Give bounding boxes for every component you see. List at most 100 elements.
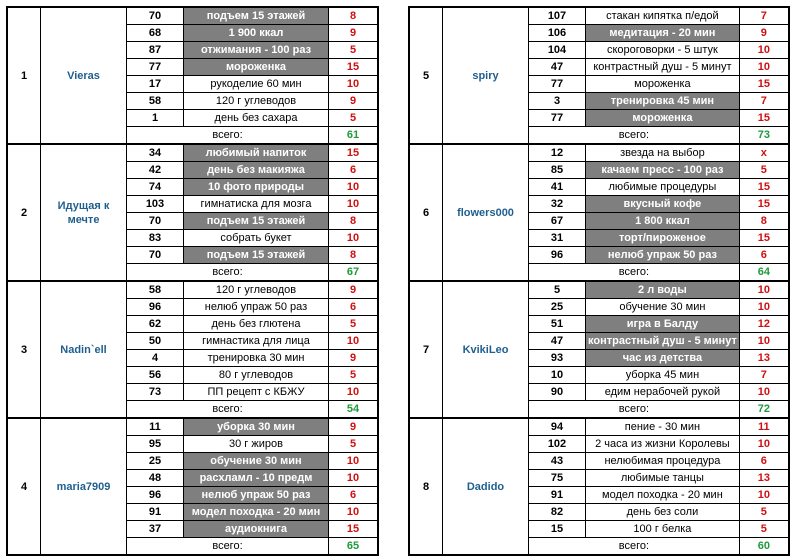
task-score: 10 bbox=[328, 452, 379, 470]
table-row: 82 день без соли 5 bbox=[409, 503, 790, 521]
task-name: день без макияжа bbox=[183, 161, 329, 179]
task-score: 5 bbox=[328, 435, 379, 453]
task-name: гимнастика для лица bbox=[183, 332, 329, 350]
participant-name: KvikiLeo bbox=[442, 280, 529, 419]
task-score: 15 bbox=[738, 229, 790, 247]
task-number: 3 bbox=[528, 92, 586, 110]
task-number: 102 bbox=[528, 435, 586, 453]
task-number: 11 bbox=[126, 417, 184, 436]
task-number: 75 bbox=[528, 469, 586, 487]
task-number: 93 bbox=[528, 349, 586, 367]
table-row: 90 едим нерабочей рукой 10 bbox=[409, 383, 790, 401]
task-name: расхламл - 10 предм bbox=[183, 469, 329, 487]
total-label: всего: bbox=[528, 126, 740, 145]
task-name: скороговорки - 5 штук bbox=[585, 41, 740, 59]
right-scores-table: 5 spiry 107 стакан кипятка п/едой 7 106 медита… bbox=[408, 6, 790, 556]
task-number: 43 bbox=[528, 452, 586, 470]
total-label: всего: bbox=[528, 400, 740, 419]
table-row: 37 аудиокнига 15 bbox=[7, 520, 379, 538]
task-name: звезда на выбор bbox=[585, 143, 740, 162]
participant-number: 3 bbox=[6, 280, 41, 419]
task-name: пение - 30 мин bbox=[585, 417, 740, 436]
task-score: 10 bbox=[738, 41, 790, 59]
total-score: 60 bbox=[738, 537, 790, 556]
task-number: 106 bbox=[528, 24, 586, 42]
task-number: 10 bbox=[528, 366, 586, 384]
table-row: 4 maria7909 11 уборка 30 мин 9 bbox=[6, 417, 379, 556]
task-score: 9 bbox=[328, 417, 379, 436]
task-number: 17 bbox=[126, 75, 184, 93]
task-number: 96 bbox=[126, 486, 184, 504]
table-row: 5 spiry 107 стакан кипятка п/едой 7 bbox=[408, 6, 790, 145]
task-name: уборка 45 мин bbox=[585, 366, 740, 384]
task-name: нелюб упраж 50 раз bbox=[183, 298, 329, 316]
total-score: 61 bbox=[328, 126, 379, 145]
task-score: 5 bbox=[738, 161, 790, 179]
total-label: всего: bbox=[126, 400, 329, 419]
task-number: 25 bbox=[126, 452, 184, 470]
task-name: гимнатиска для мозга bbox=[183, 195, 329, 213]
task-score: 10 bbox=[328, 503, 379, 521]
task-name: вкусный кофе bbox=[585, 195, 740, 213]
task-number: 73 bbox=[126, 383, 184, 401]
task-number: 70 bbox=[126, 6, 184, 25]
task-number: 58 bbox=[126, 280, 184, 299]
task-name: аудиокнига bbox=[183, 520, 329, 538]
task-score: 5 bbox=[328, 41, 379, 59]
task-name: медитация - 20 мин bbox=[585, 24, 740, 42]
task-score: 13 bbox=[738, 469, 790, 487]
participant-name: Nadin`ell bbox=[40, 280, 127, 419]
table-row: 103 гимнатиска для мозга 10 bbox=[7, 195, 379, 213]
participant-name: Dadido bbox=[442, 417, 529, 556]
task-number: 51 bbox=[528, 315, 586, 333]
table-row: 68 1 900 ккал 9 bbox=[7, 24, 379, 42]
table-row: 48 расхламл - 10 предм 10 bbox=[7, 469, 379, 487]
participant-number: 5 bbox=[408, 6, 443, 145]
table-row: 102 2 часа из жизни Королевы 10 bbox=[409, 435, 790, 453]
table-row: 96 нелюб упраж 50 раз 6 bbox=[409, 246, 790, 264]
task-score: 10 bbox=[738, 435, 790, 453]
table-row: 91 модел походка - 20 мин 10 bbox=[7, 503, 379, 521]
task-score: 7 bbox=[738, 366, 790, 384]
total-label: всего: bbox=[528, 537, 740, 556]
total-row: всего: 67 bbox=[7, 263, 379, 282]
table-row: 83 собрать букет 10 bbox=[7, 229, 379, 247]
task-score: 6 bbox=[328, 486, 379, 504]
task-number: 104 bbox=[528, 41, 586, 59]
task-name: 30 г жиров bbox=[183, 435, 329, 453]
table-row: 47 контрастный душ - 5 минут 10 bbox=[409, 58, 790, 76]
task-number: 12 bbox=[528, 143, 586, 162]
table-row: 1 Vieras 70 подъем 15 этажей 8 bbox=[6, 6, 379, 145]
total-score: 64 bbox=[738, 263, 790, 282]
task-number: 4 bbox=[126, 349, 184, 367]
task-score: 9 bbox=[328, 92, 379, 110]
task-score: 12 bbox=[738, 315, 790, 333]
task-number: 5 bbox=[528, 280, 586, 299]
task-name: уборка 30 мин bbox=[183, 417, 329, 436]
task-name: игра в Балду bbox=[585, 315, 740, 333]
task-number: 107 bbox=[528, 6, 586, 25]
task-score: х bbox=[738, 143, 790, 162]
task-score: 10 bbox=[738, 280, 790, 299]
task-score: 6 bbox=[738, 452, 790, 470]
task-name: подъем 15 этажей bbox=[183, 246, 329, 264]
task-score: 11 bbox=[738, 417, 790, 436]
task-score: 10 bbox=[738, 58, 790, 76]
task-score: 10 bbox=[328, 195, 379, 213]
task-name: 80 г углеводов bbox=[183, 366, 329, 384]
table-row: 56 80 г углеводов 5 bbox=[7, 366, 379, 384]
task-name: подъем 15 этажей bbox=[183, 6, 329, 25]
task-number: 47 bbox=[528, 332, 586, 350]
task-number: 95 bbox=[126, 435, 184, 453]
task-score: 9 bbox=[328, 349, 379, 367]
task-number: 90 bbox=[528, 383, 586, 401]
task-score: 15 bbox=[738, 75, 790, 93]
table-row: 77 мороженка 15 bbox=[7, 58, 379, 76]
task-name: качаем пресс - 100 раз bbox=[585, 161, 740, 179]
task-score: 10 bbox=[328, 332, 379, 350]
table-row: 43 нелюбимая процедура 6 bbox=[409, 452, 790, 470]
task-number: 103 bbox=[126, 195, 184, 213]
task-number: 82 bbox=[528, 503, 586, 521]
left-scores-table: 1 Vieras 70 подъем 15 этажей 8 68 1 900 ккал 9 8… bbox=[6, 6, 379, 556]
task-name: стакан кипятка п/едой bbox=[585, 6, 740, 25]
